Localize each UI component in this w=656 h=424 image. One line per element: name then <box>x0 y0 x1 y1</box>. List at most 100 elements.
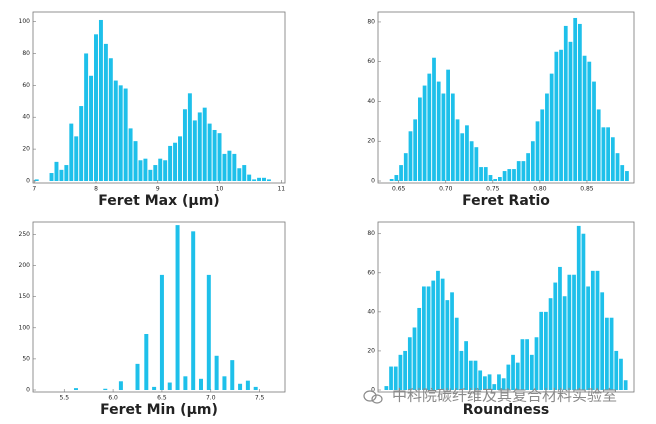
bar <box>515 362 520 390</box>
bar <box>549 73 554 181</box>
bar <box>548 298 553 390</box>
bar <box>232 153 237 181</box>
x-tick-label: 7 <box>32 186 36 193</box>
bar <box>79 106 84 181</box>
x-tick-label: 8 <box>94 186 98 193</box>
bar <box>238 383 243 390</box>
bar <box>206 274 211 390</box>
bar <box>158 158 163 181</box>
x-tick-label: 6.0 <box>108 395 118 402</box>
bar <box>73 388 78 390</box>
bar <box>431 280 436 390</box>
bar <box>559 49 563 181</box>
y-tick-label: 0 <box>371 178 375 185</box>
x-tick-label: 7.0 <box>206 395 216 402</box>
bar <box>464 341 468 390</box>
y-tick-label: 100 <box>19 18 31 25</box>
bar <box>159 274 164 390</box>
x-tick-label: 7.5 <box>255 395 265 402</box>
bar <box>262 177 266 181</box>
bar <box>436 270 440 390</box>
bar <box>398 354 403 390</box>
bar <box>222 153 227 181</box>
bar <box>123 88 128 181</box>
bar <box>516 161 521 181</box>
y-tick-label: 150 <box>19 293 31 300</box>
x-tick-label: 0.65 <box>392 186 406 193</box>
bar <box>54 161 59 181</box>
bar <box>175 225 180 390</box>
bar <box>600 292 605 390</box>
bar <box>512 169 516 181</box>
bar <box>427 73 432 181</box>
bar <box>113 80 118 181</box>
wechat-icon <box>363 390 383 404</box>
plot-frame <box>32 221 286 393</box>
bar <box>108 58 113 181</box>
bar <box>192 120 197 181</box>
bar <box>596 109 601 181</box>
bar <box>487 374 492 390</box>
bar <box>167 382 172 390</box>
bar <box>143 158 148 181</box>
bar <box>502 171 507 181</box>
plot-frame <box>377 221 635 393</box>
bar <box>614 350 619 390</box>
bar <box>506 364 511 390</box>
bar <box>84 53 89 181</box>
x-axis-label: Feret Max (μm) <box>98 193 219 209</box>
bar <box>553 282 558 390</box>
y-tick-label: 40 <box>367 308 375 315</box>
bar <box>567 274 572 390</box>
bar <box>34 179 39 181</box>
bar <box>138 160 143 181</box>
bar <box>468 360 473 390</box>
bar <box>440 278 445 390</box>
bar <box>592 81 596 181</box>
bar <box>450 292 454 390</box>
bar <box>426 286 431 390</box>
y-tick-label: 200 <box>19 262 31 269</box>
bar <box>89 75 94 181</box>
bar <box>497 374 501 390</box>
bar <box>389 179 394 181</box>
bar <box>562 296 567 390</box>
bar <box>187 93 192 181</box>
bar <box>242 165 247 181</box>
x-axis-label: Roundness <box>463 402 549 418</box>
x-tick-label: 0.75 <box>486 186 500 193</box>
bar <box>178 136 182 181</box>
bar <box>474 147 479 181</box>
bar <box>118 381 123 390</box>
x-tick-label: 6.5 <box>157 395 167 402</box>
y-tick-label: 250 <box>19 231 31 238</box>
bar <box>403 350 407 390</box>
bar <box>558 266 562 390</box>
bar <box>135 363 140 390</box>
bar <box>399 165 403 181</box>
bar <box>535 121 540 181</box>
bar <box>573 17 578 181</box>
bar <box>245 380 250 390</box>
bar <box>498 177 502 181</box>
bar <box>455 119 460 181</box>
bar <box>520 339 525 390</box>
bar <box>412 327 417 390</box>
bar <box>606 127 610 181</box>
bar <box>222 376 227 390</box>
y-tick-label: 0 <box>26 178 30 185</box>
y-tick-label: 80 <box>22 50 30 57</box>
x-tick-label: 5.5 <box>59 395 69 402</box>
bar <box>454 317 459 390</box>
bar <box>534 337 539 390</box>
x-tick-label: 0.70 <box>439 186 453 193</box>
y-tick-label: 80 <box>367 18 375 25</box>
bar <box>394 175 399 181</box>
bar <box>417 307 422 390</box>
bar <box>595 270 600 390</box>
y-tick-label: 100 <box>19 324 31 331</box>
bar <box>237 168 242 181</box>
bar <box>623 380 628 390</box>
bar <box>609 317 614 390</box>
